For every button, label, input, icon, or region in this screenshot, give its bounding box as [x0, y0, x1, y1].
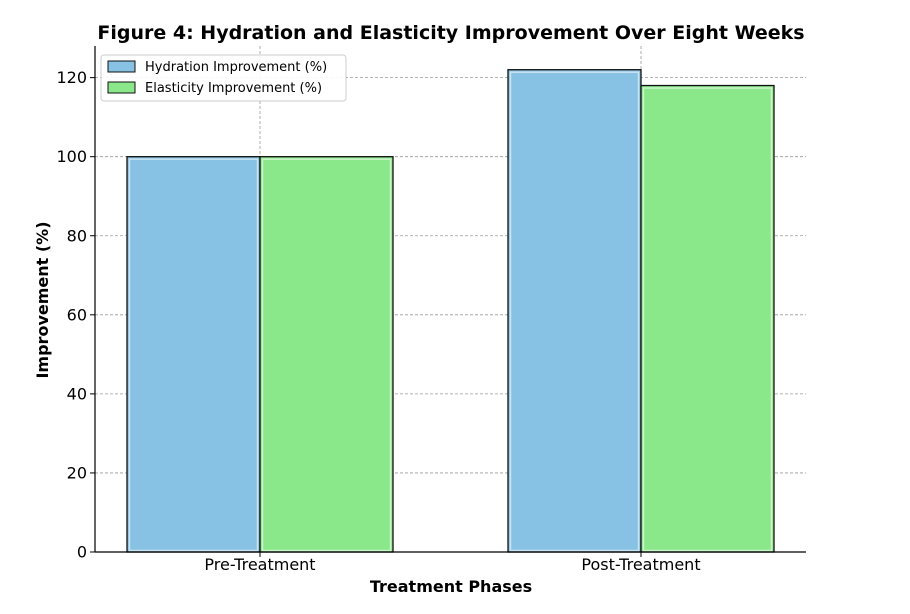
axes: [90, 46, 806, 557]
bar: [259, 156, 394, 553]
y-tick-label: 40: [67, 384, 87, 403]
bar-highlight: [509, 71, 640, 552]
legend-label: Elasticity Improvement (%): [145, 81, 322, 96]
y-tick-label: 120: [56, 68, 87, 87]
bar-highlight: [128, 158, 259, 552]
y-tick-label: 100: [56, 147, 87, 166]
bar-highlight: [642, 87, 773, 552]
x-tick-label: Pre-Treatment: [204, 555, 315, 574]
y-axis-label: Improvement (%): [33, 221, 52, 378]
y-tick-label: 80: [67, 226, 87, 245]
x-tick-label: Post-Treatment: [581, 555, 700, 574]
bar: [507, 69, 642, 553]
bar: [126, 156, 261, 553]
legend-swatch: [107, 60, 136, 73]
bar-highlight: [261, 158, 392, 552]
tick-labels: 0 20 40 60 80 100 120 Pre-Treatment Post-Treatme…: [56, 68, 700, 574]
legend-box: [100, 54, 347, 102]
legend: Hydration Improvement (%) Elasticity Impr…: [100, 54, 347, 102]
bar: [640, 84, 775, 553]
chart-title: Figure 4: Hydration and Elasticity Impro…: [97, 22, 804, 44]
y-tick-label: 0: [77, 543, 87, 562]
y-tick-label: 20: [67, 463, 87, 482]
y-tick-label: 60: [67, 305, 87, 324]
legend-label: Hydration Improvement (%): [145, 60, 327, 75]
x-axis-label: Treatment Phases: [370, 577, 532, 596]
legend-swatch: [107, 81, 136, 94]
bars: [126, 69, 775, 553]
